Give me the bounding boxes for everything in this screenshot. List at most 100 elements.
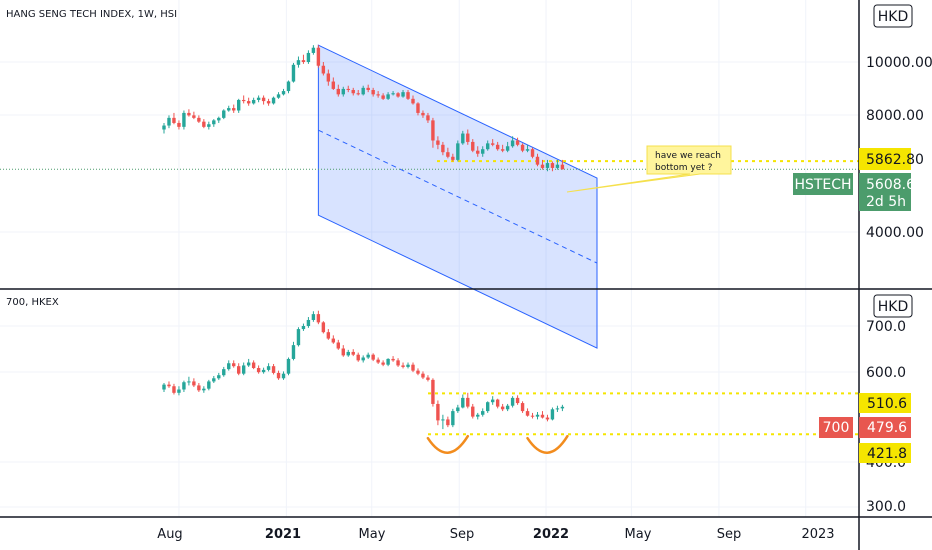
- candle: [207, 379, 211, 391]
- candle-body: [182, 382, 186, 390]
- candle-body: [246, 362, 251, 366]
- candle: [406, 89, 410, 100]
- candle: [416, 368, 420, 376]
- double-bottom-arc: [526, 434, 569, 454]
- candle-body: [266, 101, 271, 104]
- candle: [197, 383, 201, 392]
- candle: [256, 365, 261, 374]
- candle: [515, 395, 520, 405]
- top-currency-button-frame: [873, 4, 913, 28]
- candle: [341, 86, 345, 97]
- candle-body: [276, 372, 281, 379]
- candle: [246, 358, 251, 367]
- candle-body: [301, 326, 306, 330]
- candle-body: [550, 409, 555, 420]
- top-price-tick: 4000.00: [866, 225, 924, 241]
- candle: [177, 120, 181, 130]
- candle-body: [212, 378, 216, 382]
- candle-body: [476, 150, 480, 154]
- candle-body: [361, 87, 365, 95]
- candle-body: [232, 108, 236, 111]
- candle-body: [296, 329, 301, 346]
- candle: [271, 96, 276, 105]
- candle-body: [520, 144, 525, 151]
- candle: [391, 91, 395, 96]
- candle-body: [366, 354, 370, 358]
- candle: [321, 62, 326, 76]
- candle-body: [237, 366, 241, 374]
- candle-body: [356, 354, 360, 361]
- candle: [276, 92, 281, 99]
- candle: [361, 85, 365, 96]
- candle: [251, 360, 256, 370]
- candle-body: [326, 332, 331, 339]
- ticker-badge-label: HSTECH: [794, 177, 851, 193]
- candle: [202, 386, 206, 393]
- candle: [476, 412, 480, 420]
- annotation-note[interactable]: have we reach bottom yet ?: [566, 145, 732, 193]
- bottom-currency-button[interactable]: HKD: [873, 294, 913, 318]
- top-currency-button[interactable]: HKD: [873, 4, 913, 28]
- candle: [381, 360, 385, 367]
- annotation-callout: [566, 145, 732, 193]
- candle: [495, 141, 500, 151]
- resistance-badge: [859, 393, 911, 413]
- bar-countdown: 2d 5h: [866, 194, 906, 210]
- candle: [555, 405, 560, 413]
- candle: [411, 95, 415, 105]
- last-price-700-badge: [859, 417, 911, 438]
- candle-body: [426, 115, 430, 121]
- candle-body: [486, 143, 490, 150]
- candle-body: [446, 152, 450, 157]
- candle: [276, 370, 281, 380]
- candle: [237, 98, 241, 113]
- candle-body: [222, 369, 226, 376]
- candle: [217, 372, 221, 380]
- candle-body: [376, 94, 380, 96]
- candle-body: [505, 405, 510, 410]
- candle-body: [471, 406, 475, 417]
- candle-body: [182, 112, 186, 127]
- candle-body: [525, 411, 530, 416]
- candle-body: [545, 163, 550, 168]
- candle: [481, 408, 485, 417]
- candle-body: [386, 94, 390, 99]
- candle-body: [326, 73, 331, 82]
- bottom-price-tick: 300.0: [866, 499, 906, 515]
- candle: [271, 363, 276, 375]
- candle-body: [421, 112, 425, 116]
- candle: [431, 378, 435, 407]
- candle-body: [271, 97, 276, 104]
- candle: [291, 62, 296, 83]
- candle-body: [261, 97, 266, 102]
- top-symbol-label: HANG SENG TECH INDEX, 1W, HSI: [6, 9, 177, 20]
- candle-body: [520, 403, 525, 412]
- last-price-700-value: 479.6: [867, 420, 907, 436]
- candle-body: [241, 99, 246, 102]
- candle-body: [535, 156, 540, 165]
- candle-body: [555, 164, 560, 168]
- candle: [227, 360, 231, 371]
- candle: [301, 54, 306, 64]
- candle: [346, 85, 350, 93]
- candle: [401, 89, 405, 98]
- candle: [525, 144, 530, 153]
- candle: [361, 355, 365, 363]
- candle: [177, 386, 181, 396]
- candle-body: [381, 362, 385, 365]
- candle-body: [426, 377, 430, 380]
- annotation-line: bottom yet ?: [655, 163, 713, 173]
- candle-body: [321, 322, 326, 333]
- candle-body: [316, 47, 321, 66]
- candle-body: [217, 375, 221, 379]
- candle: [202, 119, 206, 129]
- candle-body: [416, 103, 420, 113]
- candle: [341, 345, 345, 357]
- candle: [366, 84, 370, 93]
- candle-body: [281, 91, 286, 95]
- candle-body: [266, 366, 271, 370]
- candle: [406, 362, 410, 369]
- ticker-badge: [793, 173, 853, 195]
